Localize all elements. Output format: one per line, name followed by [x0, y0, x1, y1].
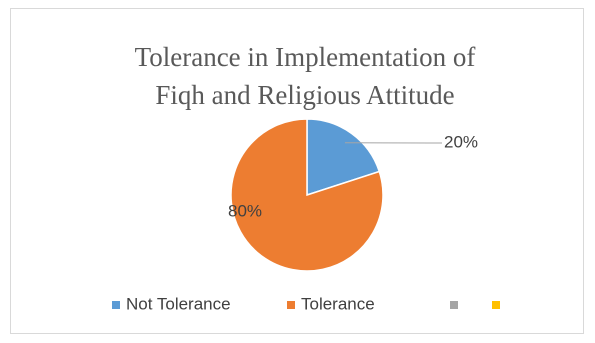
legend-marker — [287, 301, 295, 309]
legend-marker — [492, 301, 500, 309]
chart-frame — [10, 8, 584, 334]
chart-title: Tolerance in Implementation of Fiqh and … — [134, 42, 476, 110]
data-label: 20% — [444, 132, 478, 151]
legend-label: Tolerance — [301, 294, 375, 313]
data-label: 80% — [228, 201, 262, 220]
pie-slice — [306, 118, 381, 197]
pie-slice — [230, 118, 384, 272]
legend-marker — [112, 301, 120, 309]
legend-marker — [450, 301, 458, 309]
legend-label: Not Tolerance — [126, 294, 231, 313]
